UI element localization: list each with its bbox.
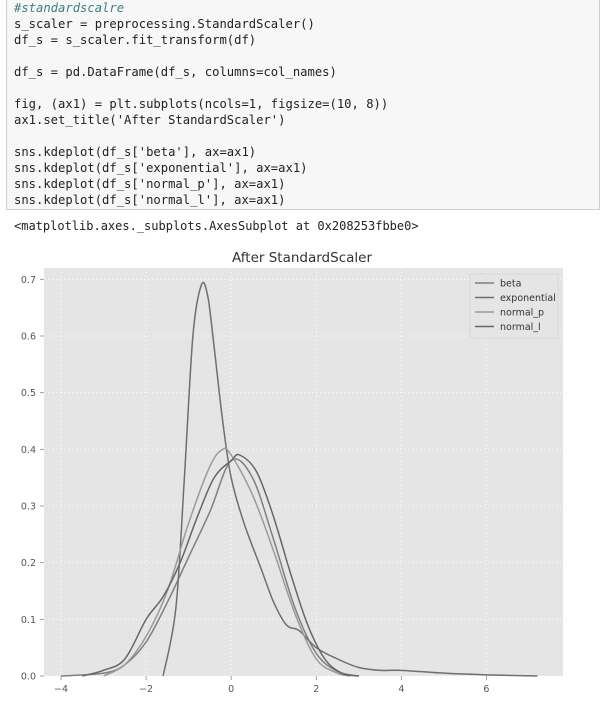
y-tick-label: 0.6	[21, 332, 36, 343]
legend-label: normal_p	[500, 308, 544, 319]
x-tick-label: 4	[398, 684, 404, 695]
y-axis: 0.0 0.1 0.2 0.3 0.4 0.5 0.6 0.7	[21, 275, 44, 683]
legend-label: normal_l	[500, 322, 541, 333]
y-tick-label: 0.0	[21, 672, 36, 683]
x-tick-label: −4	[54, 684, 68, 695]
legend: beta exponential normal_p normal_l	[469, 273, 559, 339]
legend-box	[469, 273, 559, 339]
y-tick-label: 0.3	[21, 502, 36, 513]
x-tick-label: 0	[228, 684, 234, 695]
x-axis: −4 −2 0 2 4 6	[54, 676, 489, 695]
code-line: sns.kdeplot(df_s['normal_p'], ax=ax1)	[14, 177, 286, 191]
x-tick-label: 6	[483, 684, 489, 695]
y-tick-label: 0.4	[21, 445, 36, 456]
y-tick-label: 0.7	[21, 275, 36, 286]
kde-chart: After StandardScaler 0.00.10.20.30.40.50…	[21, 250, 563, 695]
code-cell[interactable]: #standardscalre s_scaler = preprocessing…	[6, 0, 600, 210]
series-line-normal-p	[103, 447, 351, 677]
code-line: ax1.set_title('After StandardScaler')	[14, 113, 286, 127]
chart-title: After StandardScaler	[232, 250, 372, 266]
series-lines	[60, 281, 538, 677]
plot-figure: After StandardScaler 0.0 0.1 0.2 0.3 0.4 0.5 0…	[0, 244, 601, 711]
legend-label: exponential	[500, 293, 556, 304]
series-line-normal-l	[82, 453, 359, 677]
y-tick-label: 0.1	[21, 615, 36, 626]
code-line: df_s = s_scaler.fit_transform(df)	[14, 33, 257, 47]
x-tick-label: 2	[313, 684, 319, 695]
series-line-exponential	[162, 281, 538, 677]
code-line: sns.kdeplot(df_s['normal_l'], ax=ax1)	[14, 193, 286, 207]
code-line: sns.kdeplot(df_s['exponential'], ax=ax1)	[14, 161, 308, 175]
code-line: fig, (ax1) = plt.subplots(ncols=1, figsi…	[14, 97, 389, 111]
code-line: #standardscalre	[14, 1, 125, 15]
output-repr: <matplotlib.axes._subplots.AxesSubplot a…	[14, 219, 419, 233]
y-tick-label: 0.2	[21, 558, 36, 569]
code-line: s_scaler = preprocessing.StandardScaler(…	[14, 17, 315, 31]
legend-label: beta	[500, 279, 521, 290]
y-tick-label: 0.5	[21, 388, 36, 399]
x-tick-label: −2	[139, 684, 153, 695]
code-line: df_s = pd.DataFrame(df_s, columns=col_na…	[14, 65, 337, 79]
code-line: sns.kdeplot(df_s['beta'], ax=ax1)	[14, 145, 257, 159]
